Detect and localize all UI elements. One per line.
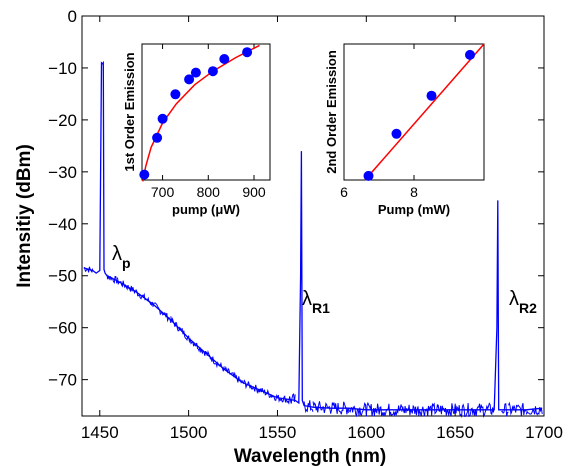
spectrum-noise-segment — [277, 393, 296, 405]
spectrum-noise-segment — [117, 277, 136, 295]
in2-data-point — [465, 49, 475, 60]
main-y-tick-label: −70 — [48, 371, 77, 390]
annotation-lambda-p: λp — [112, 243, 131, 271]
inset2-y-axis-label: 2nd Order Emission — [324, 50, 339, 174]
main-y-tick-label: −20 — [48, 111, 77, 130]
main-y-tick-label: −60 — [48, 319, 77, 338]
inset2-points — [363, 49, 475, 181]
spectrum-noise-segment — [525, 406, 543, 416]
spectrum-noise-segment — [241, 379, 261, 395]
spectrum-noise-segment — [259, 387, 278, 401]
in1-data-point — [152, 132, 163, 143]
main-x-tick-label: 1500 — [170, 423, 208, 442]
main-x-tick-label: 1650 — [436, 423, 474, 442]
spectrum-noise-segment — [170, 316, 190, 342]
inset1-x-ticks: 700 800 900 — [151, 44, 266, 200]
main-x-tick-label: 1450 — [81, 423, 119, 442]
main-y-axis-label: Intensitiy (dBm) — [14, 144, 35, 288]
spectrum-noise — [83, 266, 543, 419]
spectrum-noise-segment — [501, 402, 509, 417]
spectrum-noise-segment — [436, 402, 474, 419]
in2-x-tick-label: 6 — [340, 184, 348, 200]
spectrum-noise-segment — [188, 335, 207, 356]
main-x-tick-label: 1550 — [259, 423, 297, 442]
in1-data-point — [184, 74, 195, 85]
spectrum-noise-segment — [83, 266, 94, 274]
in1-data-point — [207, 66, 218, 77]
main-y-ticks: 0 −10 −20 −30 −40 −50 −60 −70 — [48, 7, 544, 390]
inset-chart-1: 700 800 900 pump (μW) 1st Order Emission — [122, 43, 271, 217]
in1-x-tick-label: 800 — [197, 184, 221, 200]
in2-data-point — [426, 90, 437, 101]
main-y-tick-label: −10 — [48, 59, 77, 78]
spectrum-noise-segment — [401, 402, 438, 417]
spectrum-noise-segment — [472, 402, 495, 419]
spectrum-noise-segment — [106, 274, 118, 284]
spectrum-noise-segment — [365, 401, 403, 417]
in1-x-tick-label: 700 — [151, 184, 175, 200]
in1-x-tick-label: 900 — [242, 184, 266, 200]
main-y-tick-label: −50 — [48, 267, 77, 286]
inset1-plot-frame — [141, 43, 271, 181]
in1-data-point — [170, 89, 181, 100]
spectrum-noise-segment — [348, 402, 367, 418]
main-x-axis-label: Wavelength (nm) — [234, 446, 386, 466]
main-y-tick-label: −30 — [48, 163, 77, 182]
inset2-fit-line — [364, 43, 485, 181]
annotation-lambda-r1: λR1 — [302, 288, 330, 316]
in2-data-point — [363, 170, 374, 181]
in1-data-point — [139, 169, 150, 180]
in2-data-point — [391, 128, 402, 139]
inset1-y-axis-label: 1st Order Emission — [122, 52, 137, 171]
inset1-points — [139, 47, 253, 180]
spectrum-noise-segment — [330, 401, 349, 415]
main-y-tick-label: −40 — [48, 215, 77, 234]
in1-data-point — [190, 67, 201, 78]
main-x-ticks: 1450 1500 1550 1600 1650 1700 — [81, 16, 563, 442]
spectrum-noise-segment — [205, 350, 225, 372]
inset1-x-axis-label: pump (μW) — [172, 202, 240, 217]
spectrum-noise-segment — [223, 366, 243, 384]
inset2-plot-frame — [343, 43, 485, 181]
spectrum-noise-segment — [508, 401, 527, 416]
in2-x-tick-label: 8 — [410, 184, 418, 200]
main-y-tick-label: 0 — [68, 7, 77, 26]
main-x-tick-label: 1700 — [525, 423, 563, 442]
spectrum-noise-segment — [152, 302, 172, 324]
spectrum-line — [83, 60, 543, 411]
spectrum-noise-segment — [303, 400, 314, 414]
inset2-x-axis-label: Pump (mW) — [378, 202, 450, 217]
spectrum-noise-segment — [134, 288, 154, 308]
in1-data-point — [242, 47, 253, 58]
main-x-tick-label: 1600 — [347, 423, 385, 442]
in1-data-point — [219, 54, 230, 64]
annotation-lambda-r2: λR2 — [509, 288, 537, 316]
in1-data-point — [157, 113, 168, 124]
spectrum-noise-segment — [312, 401, 332, 414]
